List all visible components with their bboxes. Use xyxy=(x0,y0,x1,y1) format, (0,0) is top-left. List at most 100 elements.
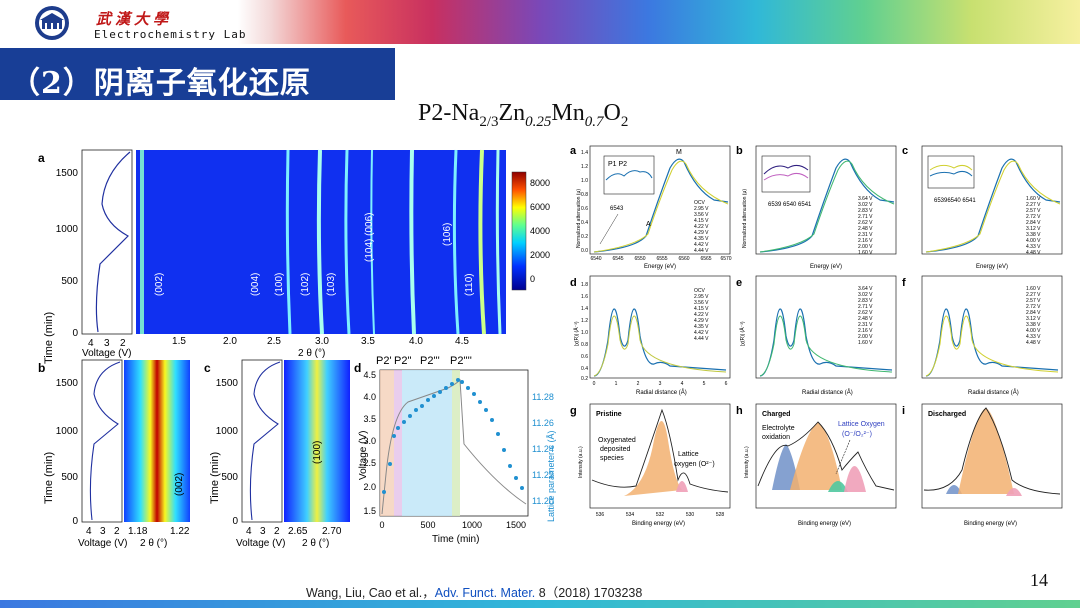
svg-text:4.42 V: 4.42 V xyxy=(694,242,709,248)
voltage-tick: 4 xyxy=(246,526,252,537)
panel-label: a xyxy=(570,145,577,157)
svg-text:0.8: 0.8 xyxy=(581,192,588,198)
colorbar-tick: 0 xyxy=(530,274,535,284)
voltage-tick: 2 xyxy=(274,526,280,537)
y-axis-label: Normalized attenuation (μ) xyxy=(576,189,582,248)
peak-label: (002) xyxy=(174,473,185,496)
formula-sub: 2/3 xyxy=(479,113,499,130)
svg-text:2.48 V: 2.48 V xyxy=(858,226,873,232)
voltage-tick: 4 xyxy=(88,338,94,349)
xps-annotation: Oxygenated xyxy=(598,437,636,444)
svg-text:2.84 V: 2.84 V xyxy=(1026,220,1041,226)
svg-text:1.2: 1.2 xyxy=(581,164,588,170)
y2-axis-label: Lattice parameter c (Å) xyxy=(546,430,556,522)
svg-text:4.35 V: 4.35 V xyxy=(694,236,709,242)
legend: OCV 2.95 V 3.56 V 4.15 V 4.22 V 4.29 V 4… xyxy=(694,288,709,342)
footer-bar xyxy=(0,600,1080,608)
svg-text:6565: 6565 xyxy=(700,256,711,262)
voltage-tick: 2 xyxy=(120,338,126,349)
svg-text:3.38 V: 3.38 V xyxy=(1026,322,1041,328)
arrow-label: 6543 xyxy=(610,206,624,212)
svg-text:2.31 V: 2.31 V xyxy=(858,232,873,238)
x-axis-label: 2 θ (°) xyxy=(302,538,329,549)
voltage-curve xyxy=(249,361,281,521)
two-theta-tick: 4.0 xyxy=(409,336,423,347)
svg-text:6560: 6560 xyxy=(678,256,689,262)
svg-text:0.6: 0.6 xyxy=(581,354,588,360)
x-tick: 0 xyxy=(379,520,384,530)
svg-text:1.60 V: 1.60 V xyxy=(858,250,873,256)
voltage-curve xyxy=(89,361,121,521)
xanes-panel-b: b 6539 6540 6541 3.64 V 3.02 V 2.83 V 2.… xyxy=(736,145,897,270)
y-axis-label: |χ(R)| (Å⁻³) xyxy=(573,321,580,346)
arrow-label: 6539 6540 6541 xyxy=(768,202,812,208)
svg-text:534: 534 xyxy=(626,512,635,518)
citation-volume: 8（2018) 1703238 xyxy=(535,586,643,600)
citation: Wang, Liu, Cao et al.，Adv. Funct. Mater.… xyxy=(306,582,642,601)
exafs-panel-e: e 3.64 V 3.02 V 2.83 V 2.71 V 2.62 V 2.4… xyxy=(736,275,897,396)
time-axis-label: Time (min) xyxy=(209,452,221,504)
y-axis-label: Normalized attenuation (μ) xyxy=(742,189,748,248)
xanes-exafs-xps-figure: a P1 P2 M A 6543 OCV 2.95 V 3.56 V 4.15 … xyxy=(570,145,1063,527)
svg-text:0.2: 0.2 xyxy=(581,234,588,240)
svg-text:4.42 V: 4.42 V xyxy=(694,330,709,336)
svg-text:528: 528 xyxy=(716,512,725,518)
colorbar xyxy=(511,171,527,291)
svg-text:2.31 V: 2.31 V xyxy=(858,322,873,328)
compound-formula: P2-Na2/3Zn0.25Mn0.7O2 xyxy=(418,100,628,131)
xps-title: Discharged xyxy=(928,411,966,418)
svg-text:4.22 V: 4.22 V xyxy=(694,312,709,318)
svg-text:0.0: 0.0 xyxy=(581,248,588,254)
title-bar xyxy=(0,48,395,100)
svg-text:1.60 V: 1.60 V xyxy=(1026,196,1041,202)
formula-sub: 2 xyxy=(620,113,629,130)
panel-label: h xyxy=(736,405,743,417)
xps-annotation: deposited xyxy=(600,446,630,453)
panel-label: b xyxy=(736,145,743,157)
two-theta-tick: 3.5 xyxy=(361,336,375,347)
svg-text:2.48 V: 2.48 V xyxy=(858,316,873,322)
two-theta-tick: 2.5 xyxy=(267,336,281,347)
svg-text:4.35 V: 4.35 V xyxy=(694,324,709,330)
svg-text:0.2: 0.2 xyxy=(581,376,588,382)
y-tick: 3.0 xyxy=(363,436,376,446)
peak-label: (102) xyxy=(300,273,311,296)
voltage-tick: 3 xyxy=(104,338,110,349)
colorbar-tick: 6000 xyxy=(530,202,550,212)
peak-label: (106) xyxy=(442,223,453,246)
svg-text:1: 1 xyxy=(615,381,618,387)
colorbar-tick: 4000 xyxy=(530,226,550,236)
phase-label: P2' xyxy=(376,355,392,367)
svg-text:4.44 V: 4.44 V xyxy=(694,336,709,342)
slide-title: （2）阴离子氧化还原 xyxy=(10,66,311,101)
voltage-tick: 3 xyxy=(100,526,106,537)
brand-english: Electrochemistry Lab xyxy=(94,28,247,41)
time-tick: 1500 xyxy=(56,168,79,179)
panel-c-label: c xyxy=(204,361,211,375)
svg-text:1.0: 1.0 xyxy=(581,330,588,336)
svg-text:2.27 V: 2.27 V xyxy=(1026,202,1041,208)
citation-journal[interactable]: Adv. Funct. Mater. xyxy=(434,586,536,600)
exafs-panel-f: f 1.60 V 2.27 V 2.57 V 2.72 V 2.84 V 3.1… xyxy=(902,275,1063,396)
x-tick: 1500 xyxy=(506,520,526,530)
y-tick: 3.5 xyxy=(363,414,376,424)
svg-text:4.48 V: 4.48 V xyxy=(1026,250,1041,256)
x-tick: 1.22 xyxy=(170,526,190,537)
panel-label: d xyxy=(570,277,577,289)
x-axis-label: 2 θ (°) xyxy=(140,538,167,549)
voltage-tick: 2 xyxy=(114,526,120,537)
xps-panel-i: i Discharged Binding energy (eV) xyxy=(902,403,1063,527)
formula-sub: 0.7 xyxy=(584,113,604,130)
x-axis-label: Radial distance (Å) xyxy=(802,389,853,396)
y-tick: 4.5 xyxy=(363,370,376,380)
svg-text:536: 536 xyxy=(596,512,605,518)
y-axis-label: Voltage (V) xyxy=(358,431,369,480)
svg-text:2.83 V: 2.83 V xyxy=(858,298,873,304)
svg-text:3.12 V: 3.12 V xyxy=(1026,316,1041,322)
svg-text:OCV: OCV xyxy=(694,200,706,206)
formula-part: Mn xyxy=(551,100,585,126)
svg-text:OCV: OCV xyxy=(694,288,706,294)
svg-text:6550: 6550 xyxy=(634,256,645,262)
svg-text:3.38 V: 3.38 V xyxy=(1026,232,1041,238)
colorbar-tick: 2000 xyxy=(530,250,550,260)
